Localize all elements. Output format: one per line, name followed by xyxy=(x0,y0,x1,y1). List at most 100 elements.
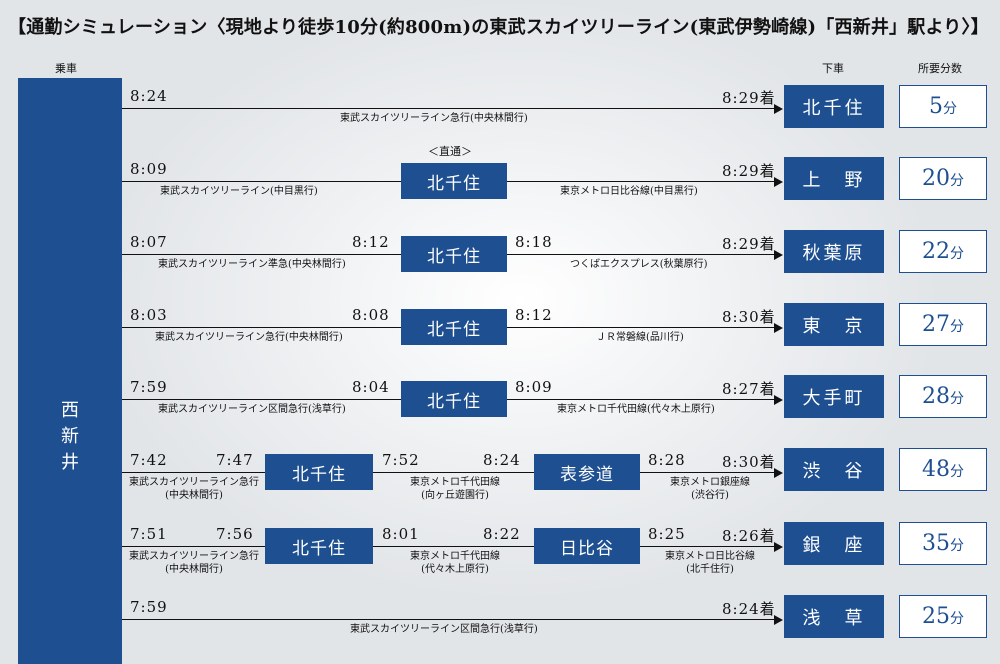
duration-value: 20 xyxy=(922,166,950,191)
arrow-icon xyxy=(774,615,783,625)
depart-time: 8:09 xyxy=(130,160,168,178)
duration-value: 22 xyxy=(922,239,950,264)
transfer-arrive-time: 8:08 xyxy=(352,306,390,324)
depart-time: 8:24 xyxy=(130,87,168,105)
header-duration: 所要分数 xyxy=(918,62,962,75)
arrow-icon xyxy=(774,104,783,114)
route-ginza: 7:51 7:56 北千住 8:01 8:22 日比谷 8:25 8:26着 東… xyxy=(0,522,1000,582)
duration-value: 27 xyxy=(922,312,950,337)
destination-station: 浅 草 xyxy=(784,595,884,638)
depart-time: 8:07 xyxy=(130,233,168,251)
duration-unit: 分 xyxy=(950,246,964,262)
line-note: つくばエクスプレス(秋葉原行) xyxy=(570,259,708,270)
destination-station: 銀 座 xyxy=(784,522,884,565)
line-note: 東京メトロ日比谷線 (北千住行) xyxy=(650,550,770,576)
transfer-depart-time: 8:12 xyxy=(515,306,553,324)
arrive-time: 8:27着 xyxy=(722,380,776,398)
arrive-time: 8:30着 xyxy=(722,453,776,471)
arrow-icon xyxy=(774,395,783,405)
transfer-station: 北千住 xyxy=(401,309,507,345)
duration-unit: 分 xyxy=(943,101,957,117)
duration-box: 27 分 xyxy=(899,303,987,346)
page-title: 【通勤シミュレーション〈現地より徒歩10分(約800m)の東武スカイツリーライン… xyxy=(8,17,989,38)
route-line xyxy=(122,546,774,547)
transfer-station: 北千住 xyxy=(401,381,507,417)
destination-station: 秋葉原 xyxy=(784,230,884,273)
arrive-time: 8:24着 xyxy=(722,600,776,618)
line-note: 東武スカイツリーライン区間急行(浅草行) xyxy=(158,404,346,415)
line-note: 東武スカイツリーライン準急(中央林間行) xyxy=(158,259,346,270)
line-note: ＪＲ常磐線(品川行) xyxy=(596,332,684,343)
duration-box: 22 分 xyxy=(899,230,987,273)
depart-time: 7:51 xyxy=(130,525,168,543)
line-note: 東京メトロ千代田線(代々木上原行) xyxy=(390,550,520,576)
line-note: 東武スカイツリーライン急行(中央林間行) xyxy=(124,550,264,576)
route-akihabara: 8:07 8:12 北千住 8:18 8:29着 東武スカイツリーライン準急(中… xyxy=(0,230,1000,290)
line-note-name: 東京メトロ千代田線 xyxy=(410,477,500,488)
transfer-station: 北千住 xyxy=(265,528,373,564)
transfer-arrive-time: 7:56 xyxy=(216,525,254,543)
transfer-station: 北千住 xyxy=(265,454,373,490)
line-note-bound: (北千住行) xyxy=(686,564,734,575)
line-note: 東京メトロ千代田線(代々木上原行) xyxy=(557,404,715,415)
line-note-name: 東武スカイツリーライン急行 xyxy=(129,477,259,488)
destination-station: 大手町 xyxy=(784,375,884,418)
transfer-station: 日比谷 xyxy=(534,528,640,564)
line-note: 東京メトロ千代田線 (向ヶ丘遊園行) xyxy=(390,476,520,502)
direct-through-label: ＜直通＞ xyxy=(428,145,472,158)
arrive-time: 8:29着 xyxy=(722,235,776,253)
transfer-depart-time: 8:25 xyxy=(648,525,686,543)
route-shibuya: 7:42 7:47 北千住 7:52 8:24 表参道 8:28 8:30着 東… xyxy=(0,448,1000,508)
transfer-station: 北千住 xyxy=(401,236,507,272)
transfer-arrive-time: 8:04 xyxy=(352,378,390,396)
line-note-name: 東京メトロ千代田線 xyxy=(410,551,500,562)
line-note: 東京メトロ銀座線 (渋谷行) xyxy=(650,476,770,502)
transfer-depart-time: 8:18 xyxy=(515,233,553,251)
duration-box: 35 分 xyxy=(899,522,987,565)
transfer-arrive-time: 8:12 xyxy=(352,233,390,251)
line-note: 東京メトロ日比谷線(中目黒行) xyxy=(560,186,698,197)
line-note: 東武スカイツリーライン(中目黒行) xyxy=(160,186,318,197)
depart-time: 7:59 xyxy=(130,598,168,616)
transfer-arrive-time: 8:22 xyxy=(483,525,521,543)
line-note-name: 東京メトロ日比谷線 xyxy=(665,551,755,562)
depart-time: 8:03 xyxy=(130,306,168,324)
route-ueno: 8:09 8:29着 北千住 東武スカイツリーライン(中目黒行) 東京メトロ日比… xyxy=(0,157,1000,217)
origin-station: 西新井 xyxy=(18,78,122,664)
destination-station: 渋 谷 xyxy=(784,448,884,491)
line-note-bound: (中央林間行) xyxy=(165,490,223,501)
header-boarding: 乗車 xyxy=(55,62,77,75)
arrive-time: 8:30着 xyxy=(722,308,776,326)
line-note: 東武スカイツリーライン急行 (中央林間行) xyxy=(124,476,264,502)
route-line xyxy=(122,619,774,620)
duration-value: 25 xyxy=(922,604,950,629)
depart-time: 7:42 xyxy=(130,451,168,469)
duration-value: 5 xyxy=(929,94,943,119)
transfer-depart-time: 8:28 xyxy=(648,451,686,469)
transfer-arrive-time: 7:47 xyxy=(216,451,254,469)
route-line xyxy=(122,472,774,473)
route-otemachi: 7:59 8:04 北千住 8:09 8:27着 東武スカイツリーライン区間急行… xyxy=(0,375,1000,435)
line-note-bound: (中央林間行) xyxy=(165,564,223,575)
duration-unit: 分 xyxy=(950,538,964,554)
arrow-icon xyxy=(774,323,783,333)
transfer-depart-time: 8:09 xyxy=(515,378,553,396)
duration-value: 28 xyxy=(922,384,950,409)
destination-station: 北千住 xyxy=(784,85,884,128)
transfer-station: 表参道 xyxy=(534,454,640,490)
duration-box: 20 分 xyxy=(899,157,987,200)
line-note: 東武スカイツリーライン急行(中央林間行) xyxy=(340,113,528,124)
line-note-bound: (渋谷行) xyxy=(691,490,729,501)
header-alighting: 下車 xyxy=(822,62,844,75)
duration-value: 35 xyxy=(922,531,950,556)
line-note: 東武スカイツリーライン急行(中央林間行) xyxy=(155,332,343,343)
arrow-icon xyxy=(774,542,783,552)
duration-box: 28 分 xyxy=(899,375,987,418)
depart-time: 7:59 xyxy=(130,378,168,396)
destination-station: 東 京 xyxy=(784,303,884,346)
transfer-depart-time: 8:01 xyxy=(382,525,420,543)
destination-station: 上 野 xyxy=(784,157,884,200)
duration-unit: 分 xyxy=(950,611,964,627)
